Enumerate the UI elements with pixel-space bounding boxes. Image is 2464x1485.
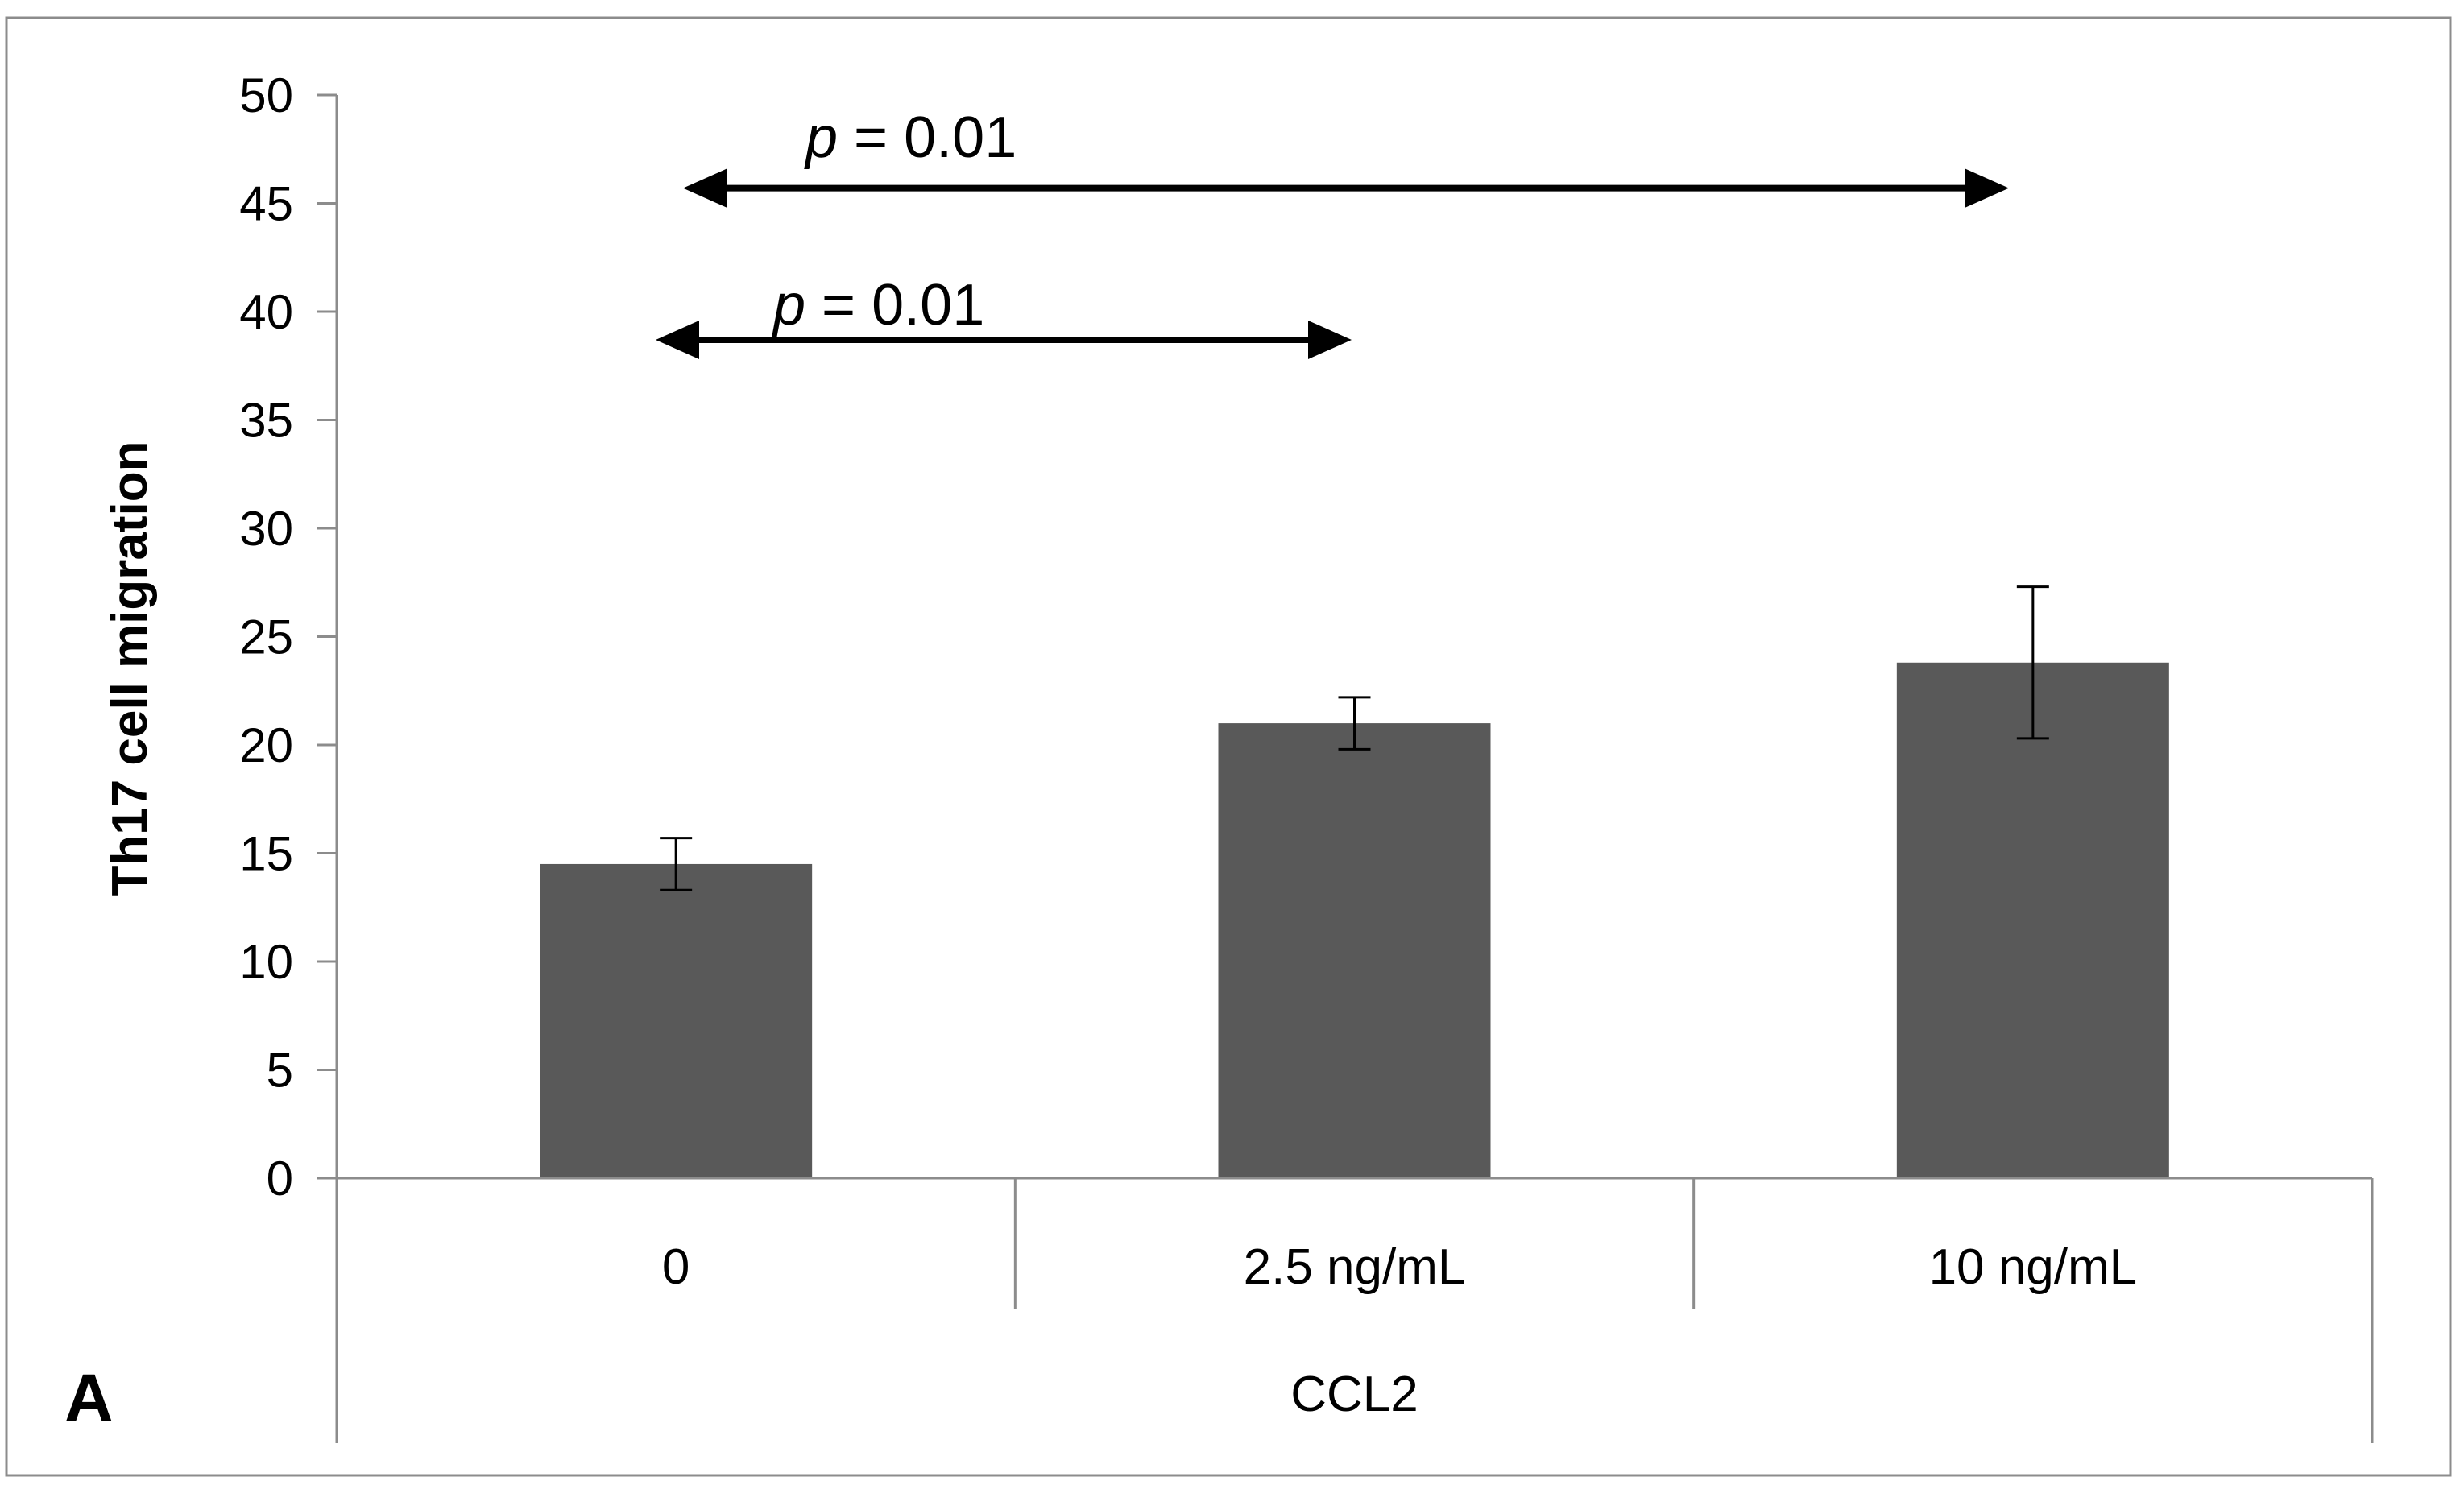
y-tick-label: 0 <box>267 1152 293 1206</box>
y-tick-label: 45 <box>239 177 293 231</box>
y-tick-label: 5 <box>267 1044 293 1098</box>
x-group-label: CCL2 <box>1290 1367 1418 1422</box>
x-tick-label: 2.5 ng/mL <box>1244 1239 1466 1295</box>
y-tick-label: 15 <box>239 827 293 881</box>
p-value-label: p = 0.01 <box>804 105 1017 170</box>
p-value: = 0.01 <box>838 105 1017 170</box>
x-tick-label: 0 <box>662 1239 690 1295</box>
p-symbol: p <box>772 273 805 337</box>
y-tick-label: 40 <box>239 285 293 339</box>
p-symbol: p <box>804 105 838 170</box>
panel-label: A <box>64 1360 114 1436</box>
arrow-head-right <box>1965 168 2009 208</box>
arrow-head-left <box>656 320 699 359</box>
y-tick-label: 10 <box>239 935 293 989</box>
y-axis-title: Th17 cell migration <box>102 441 158 896</box>
bar <box>1896 662 2169 1178</box>
p-value: = 0.01 <box>805 273 984 337</box>
y-tick-label: 20 <box>239 718 293 772</box>
y-tick-label: 25 <box>239 610 293 664</box>
y-tick-label: 50 <box>239 68 293 122</box>
p-value-label: p = 0.01 <box>772 273 984 337</box>
y-tick-label: 30 <box>239 502 293 556</box>
arrow-head-left <box>683 168 727 208</box>
y-tick-label: 35 <box>239 394 293 448</box>
bar <box>1218 723 1491 1178</box>
arrow-head-right <box>1308 320 1352 359</box>
bar <box>540 863 813 1178</box>
x-tick-label: 10 ng/mL <box>1929 1239 2138 1295</box>
